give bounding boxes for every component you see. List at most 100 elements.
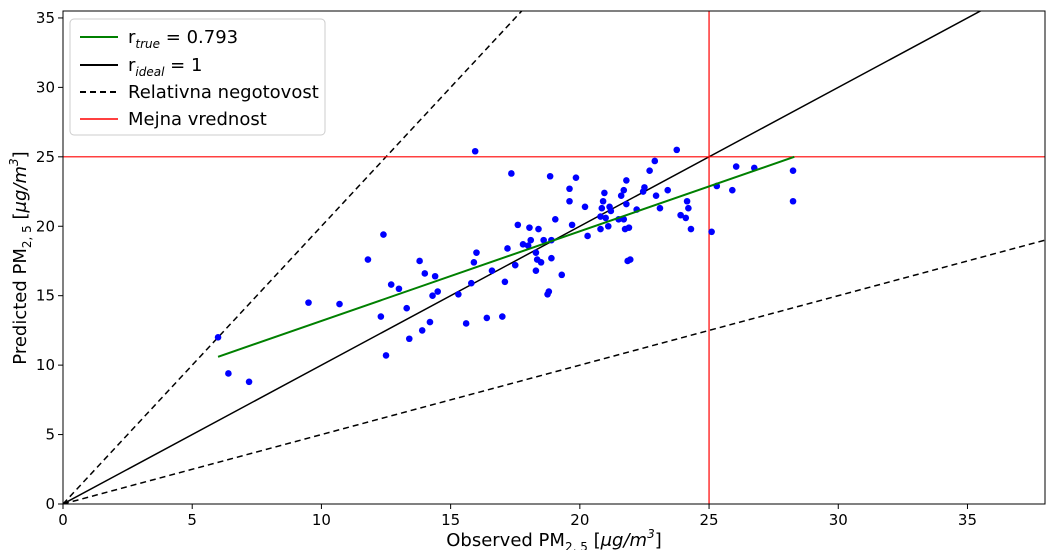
x-tick-label: 15 — [441, 511, 460, 529]
data-point — [733, 163, 740, 170]
data-point — [641, 184, 648, 191]
data-point — [682, 215, 689, 222]
data-point — [215, 334, 222, 341]
data-point — [552, 216, 559, 223]
y-tick-label: 25 — [36, 148, 55, 166]
data-point — [546, 288, 553, 295]
x-tick-label: 35 — [958, 511, 977, 529]
data-point — [378, 313, 385, 320]
x-tick-label: 10 — [312, 511, 331, 529]
data-point — [684, 198, 691, 205]
data-point — [729, 187, 736, 194]
data-point — [473, 249, 480, 256]
data-point — [427, 319, 434, 326]
y-tick-label: 15 — [36, 287, 55, 305]
x-tick-label: 30 — [829, 511, 848, 529]
data-point — [305, 299, 312, 306]
data-point — [527, 237, 534, 244]
data-point — [533, 249, 540, 256]
data-point — [602, 215, 609, 222]
data-point — [673, 147, 680, 154]
data-point — [566, 198, 573, 205]
data-point — [396, 285, 403, 292]
data-point — [790, 198, 797, 205]
data-point — [547, 173, 554, 180]
data-point — [708, 229, 715, 236]
data-point — [620, 187, 627, 194]
data-point — [651, 158, 658, 165]
data-point — [548, 255, 555, 262]
data-point — [246, 378, 253, 385]
data-point — [421, 270, 428, 277]
legend-label-limit: Mejna vrednost — [128, 109, 267, 130]
data-point — [434, 288, 441, 295]
x-axis-label: Observed PM2, 5 [μg/m3] — [446, 527, 662, 550]
data-point — [472, 148, 479, 155]
data-point — [463, 320, 470, 327]
data-point — [646, 167, 653, 174]
data-point — [790, 167, 797, 174]
data-point — [657, 205, 664, 212]
data-point — [526, 224, 533, 231]
y-tick-label: 20 — [36, 217, 55, 235]
data-point — [688, 226, 695, 233]
data-point — [468, 280, 475, 287]
fit-line — [218, 157, 794, 357]
data-point — [608, 208, 615, 215]
x-tick-label: 25 — [700, 511, 719, 529]
y-axis-label: Predicted PM2, 5 [μg/m3] — [7, 151, 34, 364]
data-point — [416, 258, 423, 265]
y-tick-label: 0 — [45, 495, 55, 513]
data-point — [455, 291, 462, 298]
x-tick-label: 5 — [187, 511, 197, 529]
data-point — [512, 262, 519, 269]
data-point — [432, 273, 439, 280]
data-point — [365, 256, 372, 263]
data-point — [225, 370, 232, 377]
data-point — [484, 315, 491, 322]
x-tick-label: 20 — [570, 511, 589, 529]
data-point — [601, 190, 608, 197]
data-point — [605, 223, 612, 230]
data-point — [569, 222, 576, 229]
data-point — [380, 231, 387, 238]
data-point — [685, 205, 692, 212]
data-point — [499, 313, 506, 320]
data-point — [623, 177, 630, 184]
data-point — [383, 352, 390, 359]
data-point — [627, 256, 634, 263]
data-point — [600, 198, 607, 205]
data-point — [336, 301, 343, 308]
data-point — [582, 204, 589, 211]
x-tick-label: 0 — [58, 511, 68, 529]
data-point — [653, 192, 660, 199]
legend: rtrue = 0.793 rideal = 1 Relativna negot… — [70, 19, 325, 135]
y-tick-label: 35 — [36, 9, 55, 27]
y-tick-label: 5 — [45, 426, 55, 444]
data-point — [502, 279, 509, 286]
legend-label-uncertainty: Relativna negotovost — [128, 82, 319, 103]
y-tick-label: 30 — [36, 78, 55, 96]
data-point — [664, 187, 671, 194]
data-point — [597, 226, 604, 233]
data-point — [623, 201, 630, 208]
data-point — [403, 305, 410, 312]
data-point — [508, 170, 515, 177]
data-point — [538, 259, 545, 266]
data-point — [429, 292, 436, 299]
uncertainty-line-2 — [63, 240, 1045, 504]
data-point — [535, 226, 542, 233]
data-point — [566, 185, 573, 192]
data-point — [406, 335, 413, 342]
data-point — [533, 267, 540, 274]
data-point — [504, 245, 511, 252]
data-point — [388, 281, 395, 288]
data-point — [584, 233, 591, 240]
data-point — [471, 259, 478, 266]
data-point — [599, 205, 606, 212]
data-point — [558, 272, 565, 279]
data-point — [419, 327, 426, 334]
data-point — [626, 224, 633, 231]
data-point — [489, 267, 496, 274]
